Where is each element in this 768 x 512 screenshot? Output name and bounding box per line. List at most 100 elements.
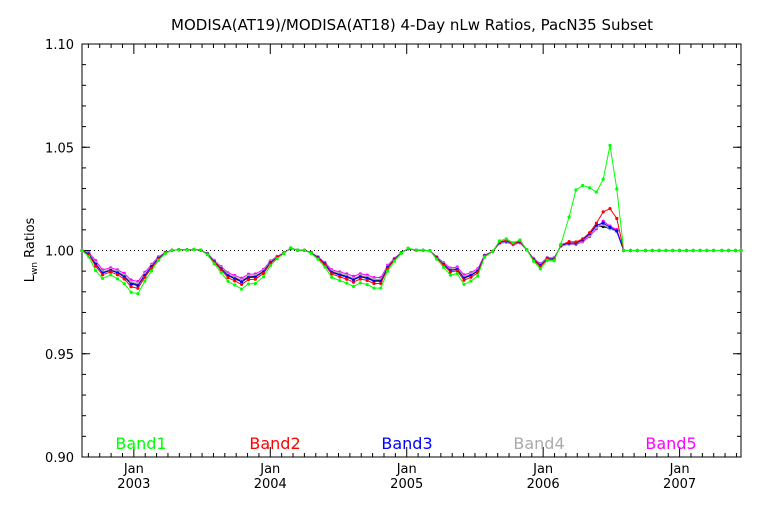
legend: Band1 Band2 Band3 Band4 Band5	[115, 434, 696, 453]
series-line	[81, 220, 741, 283]
data-point	[476, 274, 480, 278]
data-point	[657, 248, 661, 253]
data-point	[316, 257, 320, 261]
data-point	[372, 281, 376, 286]
data-point	[115, 273, 120, 277]
y-axis-label: Lwn Ratios	[23, 217, 40, 282]
series-band4	[80, 223, 743, 286]
data-point	[163, 252, 167, 256]
data-point	[525, 248, 529, 252]
data-point	[136, 292, 140, 296]
data-point	[156, 258, 160, 262]
series-line	[81, 222, 741, 287]
chart-title: MODISA(AT19)/MODISA(AT18) 4-Day nLw Rati…	[171, 16, 653, 34]
legend-band3: Band3	[381, 434, 432, 453]
data-point	[240, 282, 244, 286]
data-point	[345, 277, 349, 281]
data-point	[94, 264, 98, 268]
data-point	[628, 248, 633, 253]
data-point	[622, 248, 626, 253]
legend-band4: Band4	[513, 434, 564, 453]
y-axis-label-main: L	[23, 274, 38, 282]
data-point	[246, 278, 251, 282]
data-point	[608, 225, 612, 229]
data-point	[170, 248, 174, 252]
x-tick-month-label: Jan	[123, 462, 144, 477]
data-point	[455, 272, 459, 276]
data-point	[581, 183, 585, 188]
data-point	[94, 268, 98, 273]
data-point	[581, 237, 585, 241]
data-point	[246, 282, 251, 286]
data-point	[691, 248, 695, 253]
data-point	[109, 270, 113, 274]
x-tick-year-label: 2007	[663, 477, 696, 492]
data-point	[192, 247, 196, 252]
x-tick-year-label: 2006	[527, 477, 560, 492]
data-point	[671, 248, 675, 253]
data-point	[482, 255, 487, 259]
data-point	[601, 210, 605, 214]
data-point	[545, 258, 549, 262]
data-point	[309, 251, 313, 255]
y-tick-label: 1.00	[45, 245, 74, 260]
data-point	[129, 282, 133, 286]
data-point	[448, 273, 452, 277]
data-point	[392, 259, 396, 263]
data-point	[469, 279, 473, 283]
data-point	[323, 265, 327, 269]
data-point	[650, 248, 654, 253]
data-point	[574, 188, 578, 192]
data-point	[282, 252, 286, 256]
data-point	[608, 143, 612, 147]
data-point	[455, 269, 459, 273]
data-point	[219, 271, 223, 275]
data-point	[386, 269, 390, 273]
data-point	[567, 215, 571, 219]
data-point	[268, 264, 272, 268]
legend-band2: Band2	[249, 434, 300, 453]
data-point	[643, 248, 648, 253]
data-point	[296, 248, 300, 252]
data-point	[379, 281, 383, 286]
data-point	[588, 186, 592, 190]
data-point	[428, 249, 432, 253]
data-point	[143, 279, 147, 283]
data-point	[253, 281, 257, 286]
data-point	[226, 279, 230, 283]
data-point	[733, 248, 738, 253]
x-tick-month-label: Jan	[259, 462, 280, 477]
data-point	[615, 216, 619, 221]
data-point	[601, 221, 605, 225]
data-point	[302, 248, 306, 252]
data-point	[601, 177, 605, 181]
data-point	[289, 246, 293, 250]
y-axis-label-rest: Ratios	[23, 217, 38, 262]
data-point	[469, 275, 473, 279]
data-point	[351, 278, 356, 282]
data-point	[122, 282, 126, 286]
series-line	[81, 145, 741, 295]
data-point	[421, 248, 425, 252]
data-point	[358, 281, 362, 285]
x-tick-month-label: Jan	[396, 462, 417, 477]
data-point	[233, 283, 237, 287]
data-point	[212, 262, 216, 266]
data-point	[712, 248, 716, 253]
y-tick-label: 1.10	[45, 38, 74, 53]
data-point	[435, 257, 439, 261]
data-point	[594, 190, 599, 194]
data-point	[678, 248, 682, 253]
series-layer	[80, 143, 743, 296]
data-point	[406, 246, 410, 250]
data-point	[399, 251, 403, 255]
x-tick-month-label: Jan	[532, 462, 553, 477]
data-point	[199, 248, 203, 252]
x-tick-year-label: 2004	[254, 477, 287, 492]
data-point	[559, 242, 563, 246]
data-point	[497, 239, 502, 243]
data-point	[588, 231, 592, 235]
series-mean	[80, 224, 743, 287]
data-point	[698, 248, 702, 253]
